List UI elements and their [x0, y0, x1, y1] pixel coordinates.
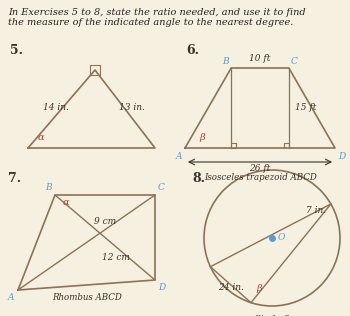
Text: A: A	[175, 152, 182, 161]
Text: D: D	[338, 152, 345, 161]
Text: α: α	[38, 133, 44, 143]
Text: D: D	[158, 283, 165, 292]
Text: 7.: 7.	[8, 172, 21, 185]
Text: 7 in.: 7 in.	[307, 206, 327, 215]
Text: O: O	[278, 233, 285, 242]
Text: Isosceles trapezoid ABCD: Isosceles trapezoid ABCD	[204, 173, 316, 182]
Text: In Exercises 5 to 8, state the ratio needed, and use it to find
the measure of t: In Exercises 5 to 8, state the ratio nee…	[8, 8, 306, 27]
Text: 6.: 6.	[186, 44, 199, 57]
Text: 8.: 8.	[192, 172, 205, 185]
Text: 9 cm: 9 cm	[94, 217, 117, 227]
Text: 10 ft: 10 ft	[249, 54, 271, 63]
Text: Circle O: Circle O	[254, 315, 290, 316]
Text: α: α	[63, 198, 70, 207]
Text: 15 ft: 15 ft	[295, 104, 316, 112]
Text: 5.: 5.	[10, 44, 23, 57]
Text: 26 ft: 26 ft	[249, 164, 271, 173]
Text: 12 cm: 12 cm	[102, 253, 130, 263]
Text: 24 in.: 24 in.	[218, 283, 244, 292]
Text: 14 in.: 14 in.	[43, 102, 69, 112]
Text: B: B	[223, 57, 229, 66]
Text: 13 in.: 13 in.	[119, 102, 145, 112]
Text: C: C	[158, 183, 165, 192]
Text: Rhombus ABCD: Rhombus ABCD	[52, 293, 121, 302]
Text: C: C	[291, 57, 298, 66]
Text: β: β	[256, 284, 261, 293]
Text: A: A	[7, 293, 14, 302]
Text: B: B	[46, 183, 52, 192]
Text: β: β	[199, 133, 205, 142]
